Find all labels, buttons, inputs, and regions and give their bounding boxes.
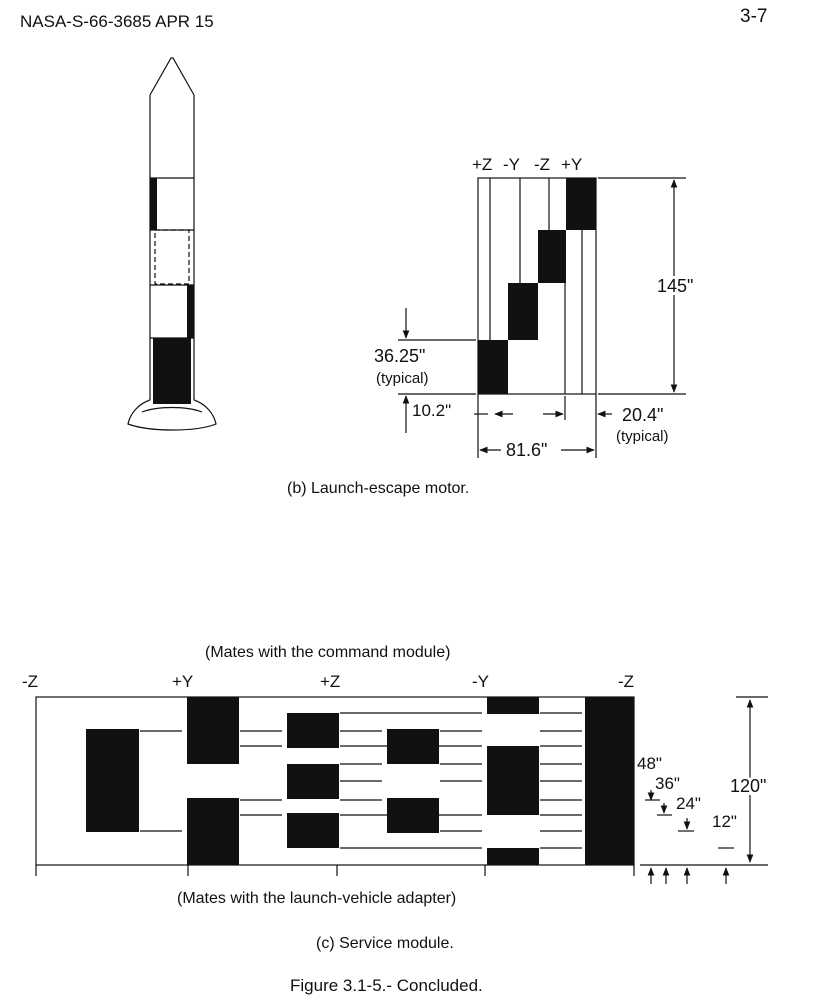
- sm-dim-120-bg: 120": [730, 776, 766, 796]
- axis-label-minus-z: -Z: [534, 155, 550, 174]
- figure-caption: Figure 3.1-5.- Concluded.: [290, 976, 483, 995]
- dim-20-4-label: 20.4": [622, 405, 663, 425]
- dim-typical-note-1: (typical): [376, 370, 429, 387]
- dim-typical-note-2: (typical): [616, 428, 669, 445]
- dim-81-6-label: 81.6": [506, 440, 547, 460]
- dim-145-label: 145": [657, 276, 693, 296]
- axis-label-minus-y: -Y: [503, 155, 520, 174]
- page-number: 3-7: [740, 6, 768, 27]
- sm-dim-12-label: 12": [712, 812, 737, 831]
- sm-axis-label-plus-z: +Z: [320, 672, 340, 691]
- axis-label-plus-y: +Y: [561, 155, 582, 174]
- sm-axis-label-plus-y: +Y: [172, 672, 193, 691]
- sm-dim-24-label: 24": [676, 794, 701, 813]
- axis-label-plus-z: +Z: [472, 155, 492, 174]
- sm-axis-label-minus-y: -Y: [472, 672, 489, 691]
- note-mates-command-module: (Mates with the command module): [205, 644, 451, 661]
- document-id: NASA-S-66-3685 APR 15: [20, 12, 214, 31]
- dim-145-bg: 145": [657, 276, 693, 296]
- sm-dim-120-label: 120": [730, 776, 766, 796]
- note-mates-launch-vehicle-adapter: (Mates with the launch-vehicle adapter): [177, 890, 457, 907]
- sm-axis-label-minus-z-left: -Z: [22, 672, 38, 691]
- sm-dim-48-label: 48": [637, 754, 662, 773]
- sm-dim-36-label: 36": [655, 774, 680, 793]
- caption-service-module: (c) Service module.: [316, 935, 454, 952]
- sm-axis-label-minus-z-right: -Z: [618, 672, 634, 691]
- dim-10-2-label: 10.2": [412, 401, 451, 420]
- dim-36-25-label: 36.25": [374, 346, 425, 366]
- caption-launch-escape-motor: (b) Launch-escape motor.: [287, 480, 470, 497]
